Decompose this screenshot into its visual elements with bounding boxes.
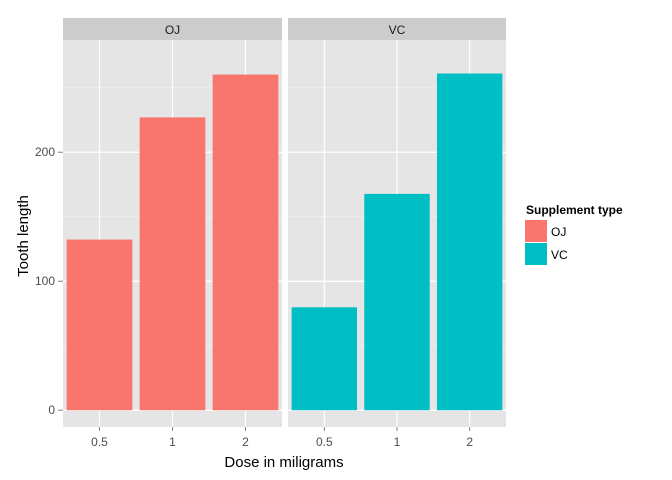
x-tick-label: 0.5 xyxy=(316,435,333,449)
y-tick-label: 200 xyxy=(35,145,55,159)
x-tick-label: 1 xyxy=(169,435,176,449)
facet-panel-oj: OJ xyxy=(63,18,282,427)
y-tick-label: 100 xyxy=(35,274,55,288)
bar-vc-1 xyxy=(364,193,430,411)
x-tick-label: 2 xyxy=(466,435,473,449)
y-axis-title: Tooth length xyxy=(15,195,32,277)
facet-strip-label: OJ xyxy=(165,23,180,37)
facet-strip xyxy=(288,18,506,40)
x-axis: 0.5 1 2 0.5 1 2 xyxy=(91,427,473,449)
legend-label-oj: OJ xyxy=(551,225,566,239)
bar-vc-2 xyxy=(436,73,503,411)
facet-strip-label: VC xyxy=(389,23,406,37)
legend-key-vc xyxy=(525,243,547,265)
bar-oj-1 xyxy=(139,117,206,411)
y-axis: 0 100 200 xyxy=(35,145,63,417)
x-axis-title: Dose in miligrams xyxy=(224,454,343,471)
facet-panels: OJ VC xyxy=(63,18,506,427)
facet-strip xyxy=(63,18,282,40)
bar-vc-0.5 xyxy=(291,307,358,411)
legend-title: Supplement type xyxy=(526,203,623,217)
legend: Supplement type OJ VC xyxy=(525,203,623,265)
facet-panel-vc: VC xyxy=(288,18,506,427)
bar-oj-2 xyxy=(212,74,279,411)
x-tick-label: 2 xyxy=(242,435,249,449)
y-tick-label: 0 xyxy=(48,403,55,417)
bar-oj-0.5 xyxy=(66,239,133,411)
legend-key-oj xyxy=(525,220,547,242)
x-tick-label: 0.5 xyxy=(91,435,108,449)
x-tick-label: 1 xyxy=(394,435,401,449)
legend-label-vc: VC xyxy=(551,248,568,262)
